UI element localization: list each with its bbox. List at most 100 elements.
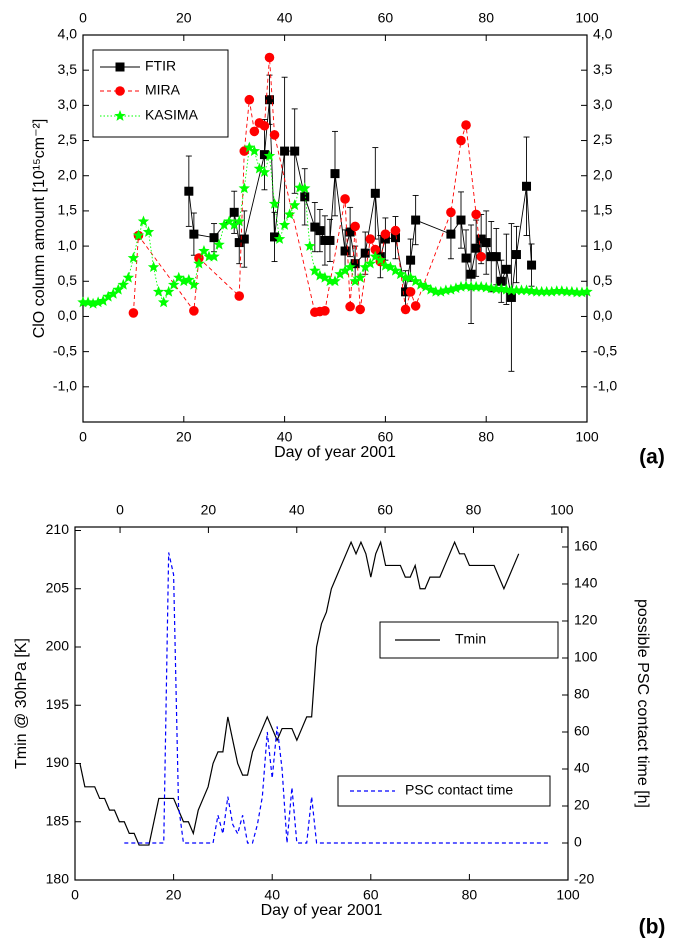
right-tick-label: 0 (574, 834, 582, 850)
x-tick-label: 0 (71, 887, 79, 903)
marker-star (440, 284, 452, 296)
y-tick-label: 0,5 (58, 272, 78, 288)
marker-star (102, 290, 114, 302)
series-line (188, 99, 533, 298)
marker-circle (380, 229, 391, 239)
right-tick-label: 1,5 (593, 202, 613, 218)
top-tick-label: 0 (79, 10, 87, 26)
top-tick-label: 20 (176, 10, 192, 26)
marker-star (414, 278, 427, 290)
marker-star (117, 278, 130, 290)
marker-star (97, 294, 109, 306)
marker-star (399, 271, 412, 283)
right-tick-label: 100 (574, 649, 598, 665)
marker-square (234, 238, 244, 248)
marker-star (299, 182, 311, 194)
y-tick-label: 2,5 (58, 131, 78, 147)
marker-star (384, 261, 397, 273)
legend-label: Tmin (455, 631, 486, 647)
top-tick-label: 20 (201, 502, 217, 518)
marker-square (300, 192, 310, 202)
marker-circle (476, 251, 486, 262)
marker-star (369, 250, 382, 262)
marker-star (359, 261, 371, 273)
right-tick-label: -1,0 (593, 378, 617, 394)
y-tick-label: 195 (46, 696, 70, 712)
marker-star (354, 271, 366, 283)
marker-square (461, 253, 471, 263)
marker-square (229, 207, 239, 217)
marker-star (425, 283, 437, 295)
marker-square (280, 146, 290, 156)
y-tick-label: 0,0 (58, 307, 78, 323)
marker-star (278, 218, 291, 230)
marker-star (470, 280, 482, 292)
marker-circle (410, 301, 421, 311)
right-tick-label: 1,0 (593, 237, 613, 253)
legend-label: PSC contact time (405, 782, 513, 798)
marker-star (435, 285, 447, 297)
right-tick-label: 0,5 (593, 272, 613, 288)
y-tick-label: 4,0 (58, 26, 78, 42)
marker-square (501, 264, 511, 274)
top-tick-label: 80 (466, 502, 482, 518)
marker-square (345, 227, 355, 237)
marker-star (183, 273, 195, 285)
marker-star (147, 261, 160, 273)
marker-square (511, 250, 521, 260)
top-tick-label: 40 (289, 502, 305, 518)
marker-star (193, 257, 205, 269)
marker-star (208, 250, 220, 262)
legend-label: MIRA (145, 82, 181, 98)
marker-square (115, 62, 125, 72)
right-tick-label: 40 (574, 760, 590, 776)
x-tick-label: 20 (166, 887, 182, 903)
right-tick-label: 80 (574, 686, 590, 702)
y-tick-label: 190 (46, 754, 70, 770)
marker-square (189, 229, 199, 239)
marker-square (486, 252, 496, 262)
marker-star (294, 181, 306, 193)
right-tick-label: -0,5 (593, 342, 617, 358)
x-axis-label: Day of year 2001 (274, 444, 396, 461)
right-tick-label: 2,5 (593, 131, 613, 147)
y-tick-label: 185 (46, 812, 70, 828)
plot-frame (82, 34, 588, 423)
marker-star (114, 110, 126, 121)
marker-circle (249, 126, 260, 137)
marker-star (540, 285, 553, 297)
marker-square (406, 255, 416, 265)
right-tick-label: -20 (574, 871, 594, 887)
x-tick-label: 0 (79, 429, 87, 445)
marker-square (401, 287, 411, 297)
marker-star (127, 252, 140, 263)
marker-star (389, 264, 402, 276)
marker-star (324, 275, 336, 287)
marker-circle (456, 135, 466, 146)
marker-star (515, 284, 528, 296)
marker-star (566, 285, 578, 297)
panel-label: (b) (639, 916, 666, 939)
marker-star (137, 215, 150, 227)
marker-circle (350, 221, 360, 232)
marker-star (500, 283, 513, 295)
marker-square (360, 248, 370, 258)
marker-star (349, 275, 361, 287)
marker-star (520, 284, 533, 296)
series-line (124, 552, 549, 844)
plot-frame (74, 526, 569, 881)
marker-star (223, 215, 235, 227)
marker-star (157, 296, 170, 308)
y-tick-label: 1,5 (58, 202, 78, 218)
top-tick-label: 60 (377, 502, 393, 518)
marker-star (268, 197, 281, 209)
right-tick-label: 140 (574, 575, 598, 591)
x-tick-label: 40 (264, 887, 280, 903)
y-axis-label: Tmin @ 30hPa [K] (13, 638, 30, 769)
right-tick-label: 4,0 (593, 26, 613, 42)
marker-circle (400, 304, 411, 315)
y-tick-label: 210 (46, 521, 70, 537)
x-tick-label: 40 (277, 429, 293, 445)
marker-star (465, 280, 477, 292)
